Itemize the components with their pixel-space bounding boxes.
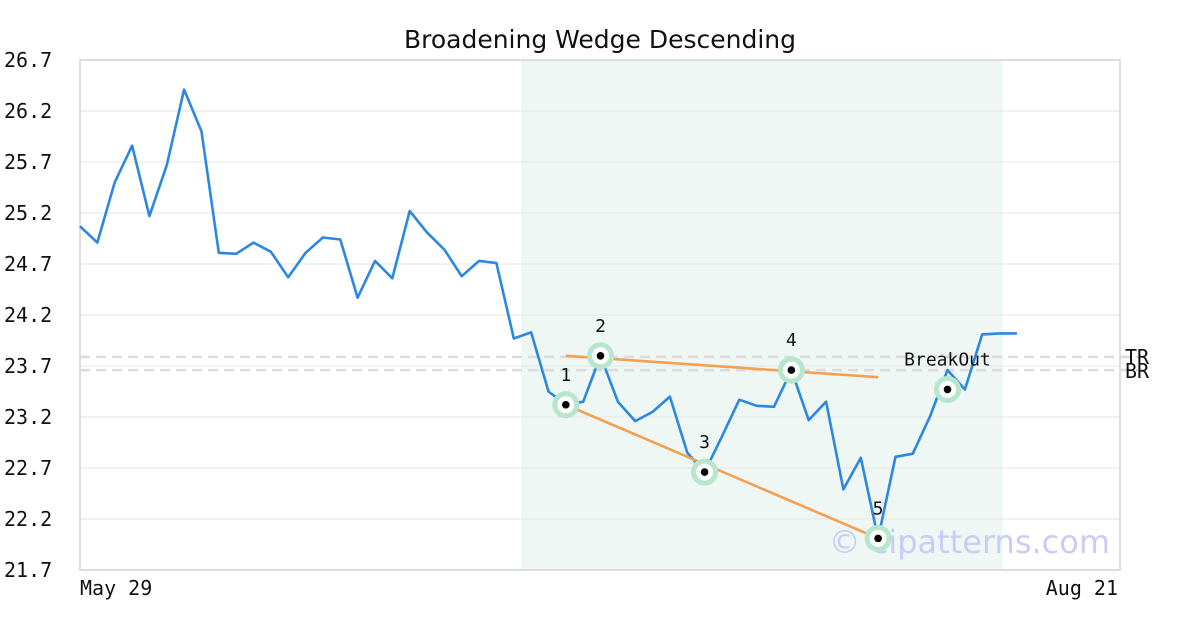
y-tick-label: 24.7 <box>4 252 52 276</box>
y-tick-label: 25.2 <box>4 201 52 225</box>
y-tick-label: 21.7 <box>4 558 52 582</box>
pivot-label: 2 <box>595 316 606 337</box>
pivot-label: 3 <box>699 432 710 453</box>
y-tick-label: 26.7 <box>4 48 52 72</box>
pivot-2: 2 <box>587 316 614 370</box>
x-tick-label-end: Aug 21 <box>1046 576 1118 600</box>
pivot-4: 4 <box>777 330 805 384</box>
pivot-label: BreakOut <box>904 349 991 370</box>
x-tick-label-start: May 29 <box>80 576 152 600</box>
pivot-dot <box>700 468 709 476</box>
level-label-tr: TR <box>1125 345 1150 369</box>
pivot-label: 4 <box>786 330 797 351</box>
pivot-dot <box>874 534 882 543</box>
pivot-label: 5 <box>873 498 884 519</box>
y-tick-label: 26.2 <box>4 99 52 123</box>
y-tick-label: 25.7 <box>4 150 52 174</box>
y-axis-labels: 21.7 22.2 22.7 23.2 23.7 24.2 24.7 25.2 25.7 26.2… <box>4 48 52 582</box>
pivot-dot <box>562 400 570 409</box>
y-tick-label: 23.7 <box>4 354 52 378</box>
chart-title: Broadening Wedge Descending <box>404 25 796 54</box>
pivot-breakout: BreakOut <box>904 349 991 403</box>
pivot-dot <box>787 366 796 374</box>
y-tick-label: 22.7 <box>4 456 52 480</box>
y-tick-label: 23.2 <box>4 405 52 429</box>
pivot-3: 3 <box>691 432 719 486</box>
pivot-5: 5 <box>864 498 892 552</box>
trendlines <box>565 354 879 540</box>
pivot-1: 1 <box>552 365 580 419</box>
y-tick-label: 22.2 <box>4 507 52 531</box>
level-label-br: BR <box>1125 359 1150 383</box>
pivot-label: 1 <box>560 365 571 386</box>
pivot-markers: 1 2 3 4 5 BreakOut <box>552 316 991 552</box>
pivot-dot <box>943 385 952 394</box>
x-axis-labels: May 29 Aug 21 <box>80 576 1118 600</box>
y-tick-label: 24.2 <box>4 303 52 327</box>
trendline-upper <box>565 354 879 379</box>
pivot-dot <box>596 352 605 360</box>
price-series-line <box>79 88 1017 540</box>
plot-frame <box>79 59 1121 571</box>
trendline-lower <box>565 403 879 540</box>
